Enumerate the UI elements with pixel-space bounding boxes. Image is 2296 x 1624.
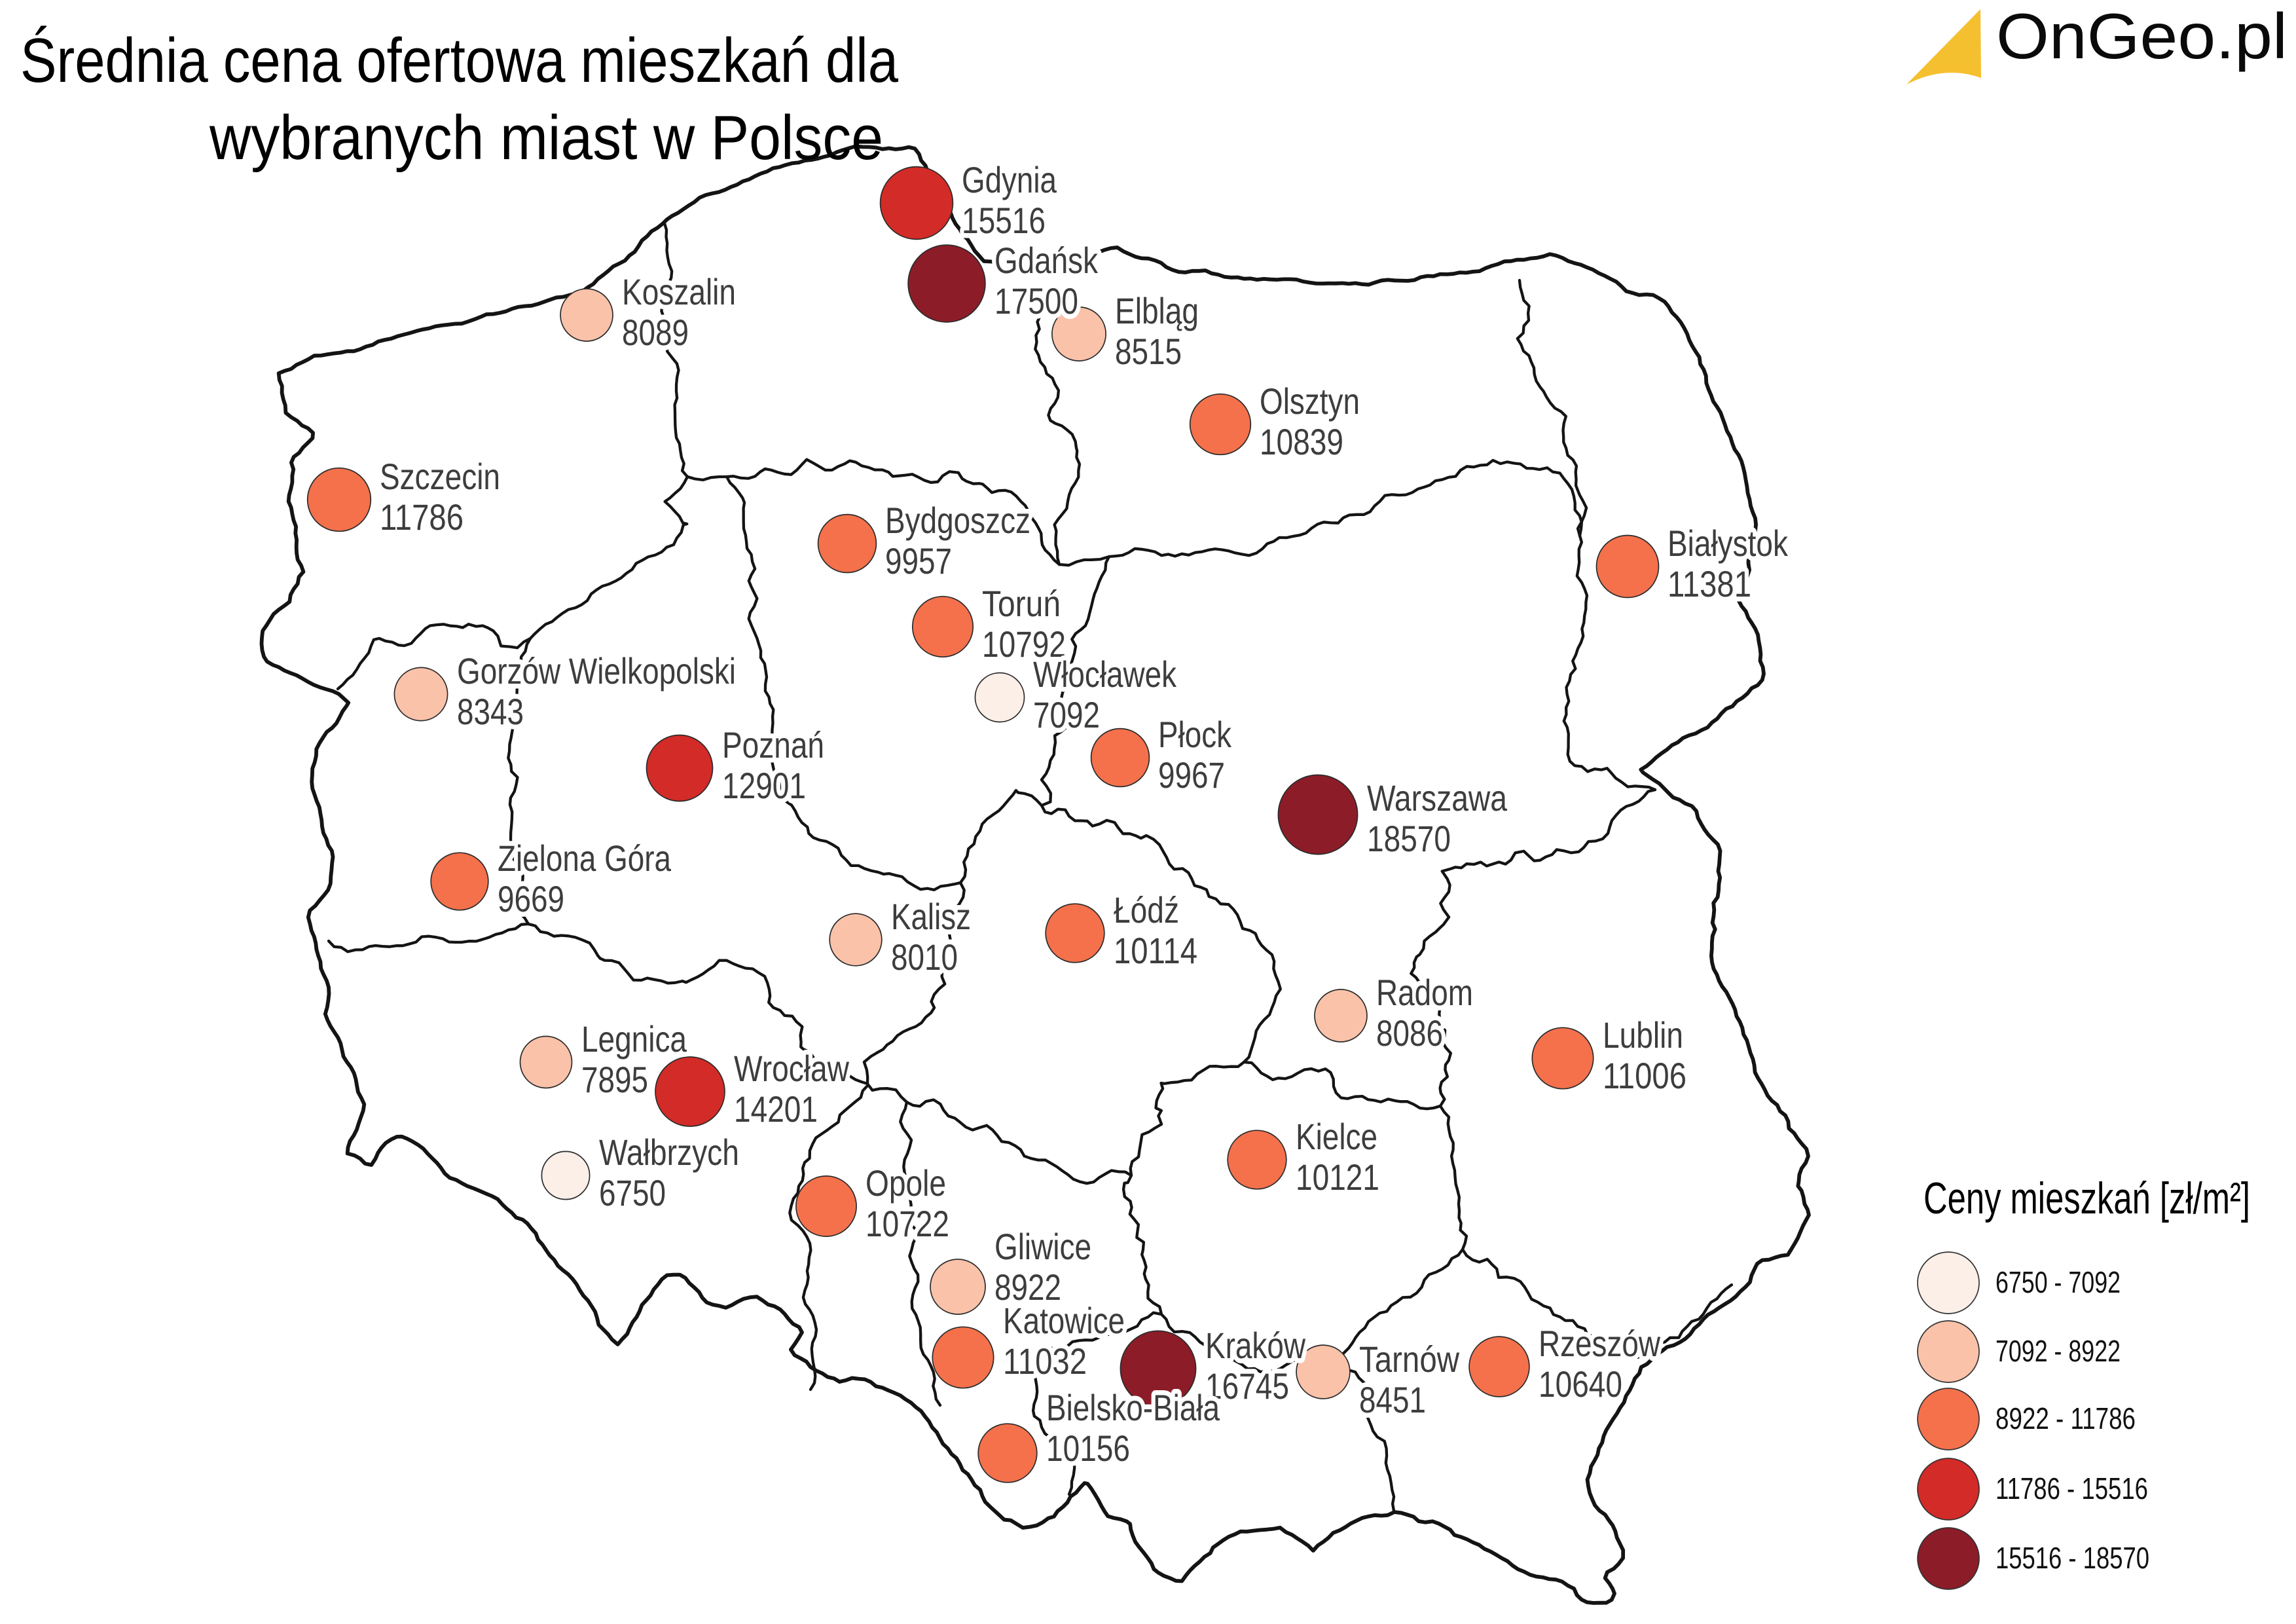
svg-text:Gdynia: Gdynia [962, 159, 1057, 200]
svg-text:Łódź: Łódź [1114, 889, 1179, 931]
svg-text:8086: 8086 [1376, 1012, 1443, 1054]
svg-text:8343: 8343 [457, 691, 524, 732]
svg-text:Płock: Płock [1158, 714, 1232, 755]
svg-text:Szczecin: Szczecin [380, 456, 500, 497]
svg-text:8922: 8922 [994, 1266, 1061, 1308]
svg-text:10156: 10156 [1046, 1428, 1130, 1469]
svg-text:Legnica: Legnica [581, 1018, 687, 1060]
svg-text:Białystok: Białystok [1667, 523, 1789, 564]
svg-text:11381: 11381 [1667, 563, 1751, 604]
svg-text:10121: 10121 [1296, 1156, 1379, 1198]
svg-text:Katowice: Katowice [1003, 1300, 1125, 1341]
svg-text:8010: 8010 [891, 936, 958, 978]
svg-text:Bydgoszcz: Bydgoszcz [885, 500, 1030, 541]
svg-text:11786: 11786 [380, 496, 464, 538]
svg-text:Gliwice: Gliwice [994, 1226, 1091, 1267]
svg-text:11786 - 15516: 11786 - 15516 [1995, 1471, 2148, 1505]
svg-text:18570: 18570 [1367, 818, 1451, 859]
svg-text:10839: 10839 [1260, 421, 1343, 462]
svg-text:Włocławek: Włocławek [1033, 654, 1177, 695]
svg-text:10792: 10792 [982, 623, 1066, 665]
svg-text:14201: 14201 [734, 1088, 818, 1130]
svg-text:Olsztyn: Olsztyn [1260, 380, 1360, 422]
svg-text:9957: 9957 [885, 540, 952, 581]
svg-text:Bielsko-Biała: Bielsko-Biała [1046, 1387, 1220, 1428]
svg-text:Zielona Góra: Zielona Góra [498, 838, 672, 879]
svg-text:Wrocław: Wrocław [734, 1048, 849, 1089]
svg-text:6750 - 7092: 6750 - 7092 [1995, 1265, 2121, 1299]
svg-text:Lublin: Lublin [1603, 1014, 1683, 1056]
svg-text:Średnia cena ofertowa mieszkań: Średnia cena ofertowa mieszkań dla [20, 25, 899, 96]
svg-text:8451: 8451 [1359, 1379, 1426, 1420]
svg-text:Elbląg: Elbląg [1115, 290, 1199, 331]
svg-text:8515: 8515 [1115, 331, 1182, 372]
svg-text:11032: 11032 [1003, 1340, 1087, 1382]
svg-text:9669: 9669 [498, 878, 564, 919]
svg-text:Kraków: Kraków [1205, 1325, 1305, 1366]
svg-text:7092 - 8922: 7092 - 8922 [1995, 1334, 2121, 1368]
svg-text:Toruń: Toruń [982, 583, 1061, 624]
svg-text:8089: 8089 [622, 312, 689, 353]
svg-text:11006: 11006 [1603, 1055, 1686, 1096]
svg-text:Wałbrzych: Wałbrzych [599, 1132, 739, 1173]
svg-text:12901: 12901 [722, 765, 806, 806]
svg-text:7895: 7895 [581, 1059, 648, 1100]
svg-text:6750: 6750 [599, 1172, 666, 1213]
svg-text:Rzeszów: Rzeszów [1539, 1323, 1660, 1364]
svg-text:17500: 17500 [994, 280, 1078, 322]
svg-text:Kielce: Kielce [1296, 1116, 1377, 1157]
svg-text:Tarnów: Tarnów [1359, 1338, 1459, 1380]
svg-text:8922 - 11786: 8922 - 11786 [1995, 1401, 2136, 1435]
svg-text:Ceny mieszkań [zł/m²]: Ceny mieszkań [zł/m²] [1923, 1173, 2250, 1223]
svg-text:Radom: Radom [1376, 972, 1473, 1013]
svg-text:Warszawa: Warszawa [1367, 777, 1508, 819]
svg-text:10722: 10722 [866, 1203, 949, 1244]
svg-text:9967: 9967 [1158, 754, 1225, 796]
svg-text:Gorzów Wielkopolski: Gorzów Wielkopolski [457, 650, 736, 692]
svg-text:15516: 15516 [962, 200, 1046, 241]
svg-text:wybranych miast w Polsce: wybranych miast w Polsce [209, 103, 883, 173]
svg-text:16745: 16745 [1205, 1365, 1289, 1407]
svg-text:15516 - 18570: 15516 - 18570 [1995, 1541, 2149, 1575]
svg-text:Kalisz: Kalisz [891, 896, 971, 937]
svg-text:7092: 7092 [1033, 694, 1100, 735]
svg-text:Gdańsk: Gdańsk [994, 240, 1099, 281]
svg-text:10640: 10640 [1539, 1363, 1622, 1405]
svg-text:OnGeo.pl: OnGeo.pl [1996, 0, 2287, 72]
svg-text:Poznań: Poznań [722, 724, 824, 766]
svg-text:Opole: Opole [866, 1162, 946, 1204]
svg-text:10114: 10114 [1114, 930, 1197, 971]
svg-text:Koszalin: Koszalin [622, 271, 736, 312]
